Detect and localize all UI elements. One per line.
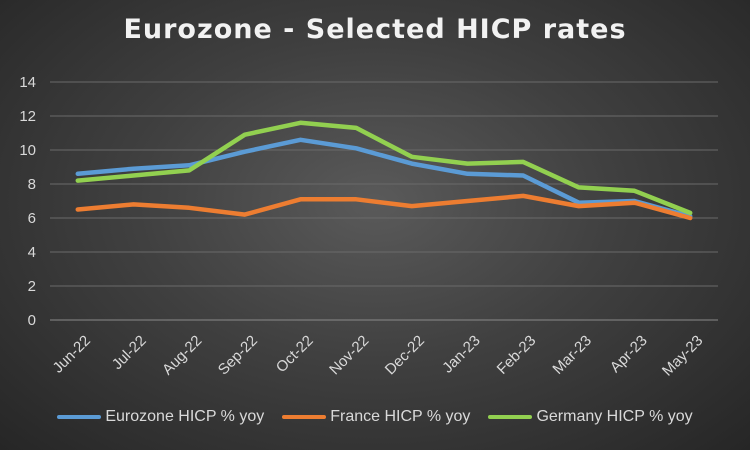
- legend-swatch-eurozone: [57, 415, 102, 419]
- legend-swatch-france: [282, 415, 327, 419]
- series-line-france: [75, 193, 693, 221]
- y-tick-label: 6: [28, 210, 36, 227]
- y-tick-label: 10: [19, 142, 36, 159]
- legend-label-germany: Germany HICP % yoy: [536, 408, 693, 425]
- y-tick-label: 0: [28, 312, 36, 329]
- legend-item-germany: Germany HICP % yoy: [488, 408, 693, 426]
- y-tick-label: 14: [19, 74, 36, 91]
- legend-label-france: France HICP % yoy: [330, 408, 471, 425]
- x-tick-label: Dec-22: [382, 332, 428, 378]
- legend-item-france: France HICP % yoy: [282, 408, 470, 426]
- x-tick-label: Jun-22: [50, 332, 94, 376]
- y-tick-label: 2: [28, 278, 36, 295]
- x-tick-label: Oct-22: [273, 332, 317, 376]
- x-tick-label: Sep-22: [215, 332, 261, 378]
- x-tick-label: Aug-22: [159, 332, 205, 378]
- legend-item-eurozone: Eurozone HICP % yoy: [57, 408, 264, 426]
- x-tick-label: Feb-23: [494, 332, 540, 378]
- series-line-germany: [75, 120, 693, 216]
- gridlines: [50, 81, 718, 321]
- y-tick-label: 8: [28, 176, 36, 193]
- x-tick-label: Jan-23: [439, 332, 483, 376]
- series-lines: [75, 120, 693, 221]
- legend-swatch-germany: [488, 415, 533, 419]
- x-axis-tick-labels: Jun-22 Jul-22 Aug-22 Sep-22 Oct-22 Nov-22 Dec-…: [50, 332, 707, 379]
- y-tick-label: 4: [28, 244, 36, 261]
- x-tick-label: Jul-22: [109, 332, 150, 373]
- x-tick-label: Apr-23: [607, 332, 651, 376]
- series-line-eurozone: [75, 137, 693, 219]
- y-tick-label: 12: [19, 108, 36, 125]
- legend: Eurozone HICP % yoy France HICP % yoy Ge…: [0, 408, 750, 426]
- x-tick-label: Mar-23: [549, 332, 595, 378]
- x-tick-label: May-23: [659, 332, 706, 379]
- legend-label-eurozone: Eurozone HICP % yoy: [105, 408, 265, 425]
- chart-title: Eurozone - Selected HICP rates: [123, 14, 627, 45]
- y-axis-tick-labels: 0 2 4 6 8 10 12 14: [19, 74, 36, 329]
- x-tick-label: Nov-22: [326, 332, 372, 378]
